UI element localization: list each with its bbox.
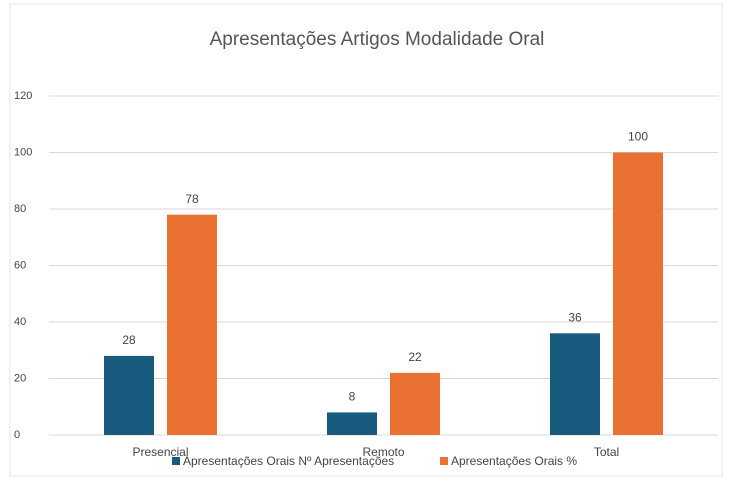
y-tick-label: 0 (14, 429, 20, 441)
y-tick-label: 20 (14, 372, 26, 384)
legend-label: Apresentações Orais Nº Apresentações (183, 454, 394, 468)
y-tick-label: 80 (14, 203, 26, 215)
bar (167, 214, 217, 435)
bar (390, 372, 440, 435)
bar (613, 152, 663, 435)
data-label: 28 (122, 333, 136, 347)
legend-label: Apresentações Orais % (451, 454, 577, 468)
data-label: 8 (349, 390, 356, 404)
y-tick-label: 40 (14, 316, 26, 328)
chart-title: Apresentações Artigos Modalidade Oral (210, 29, 545, 50)
x-tick-label: Remoto (362, 445, 404, 459)
legend-swatch (440, 457, 448, 465)
y-tick-label: 120 (14, 90, 32, 102)
x-tick-label: Total (594, 445, 619, 459)
bar (104, 355, 154, 435)
data-label: 22 (408, 350, 422, 364)
y-tick-label: 100 (14, 146, 32, 158)
bar (327, 412, 377, 435)
legend-swatch (172, 457, 180, 465)
y-tick-label: 60 (14, 259, 26, 271)
x-tick-label: Presencial (132, 445, 188, 459)
bar (550, 333, 600, 435)
data-label: 100 (628, 130, 648, 144)
data-label: 36 (568, 310, 582, 324)
data-label: 78 (185, 192, 199, 206)
